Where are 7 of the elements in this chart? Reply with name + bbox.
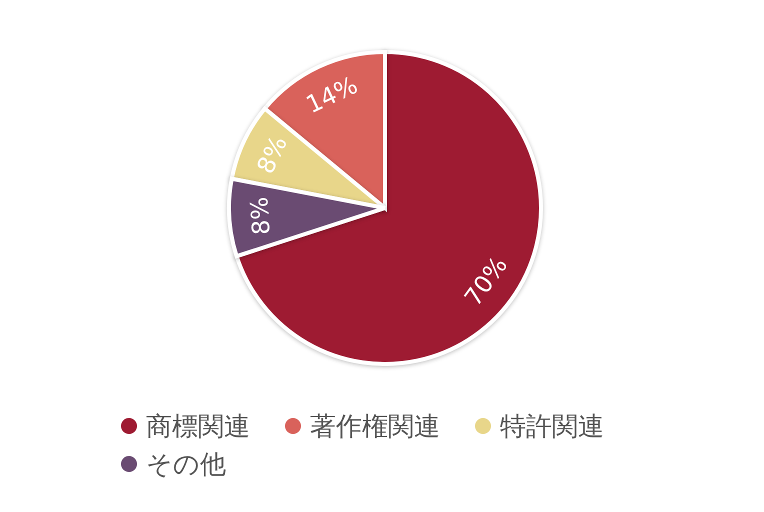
legend-label: 著作権関連 [310, 410, 440, 444]
data-label: 14% [302, 71, 362, 120]
data-label: 8% [245, 196, 276, 236]
legend-label: 特許関連 [500, 410, 604, 444]
data-label: 8% [251, 132, 293, 178]
legend-label: 商標関連 [146, 410, 250, 444]
legend-label: その他 [146, 448, 226, 482]
